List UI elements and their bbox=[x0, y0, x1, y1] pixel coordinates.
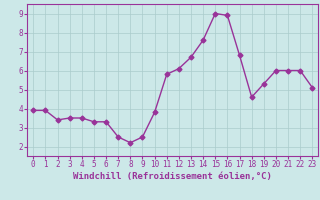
X-axis label: Windchill (Refroidissement éolien,°C): Windchill (Refroidissement éolien,°C) bbox=[73, 172, 272, 181]
